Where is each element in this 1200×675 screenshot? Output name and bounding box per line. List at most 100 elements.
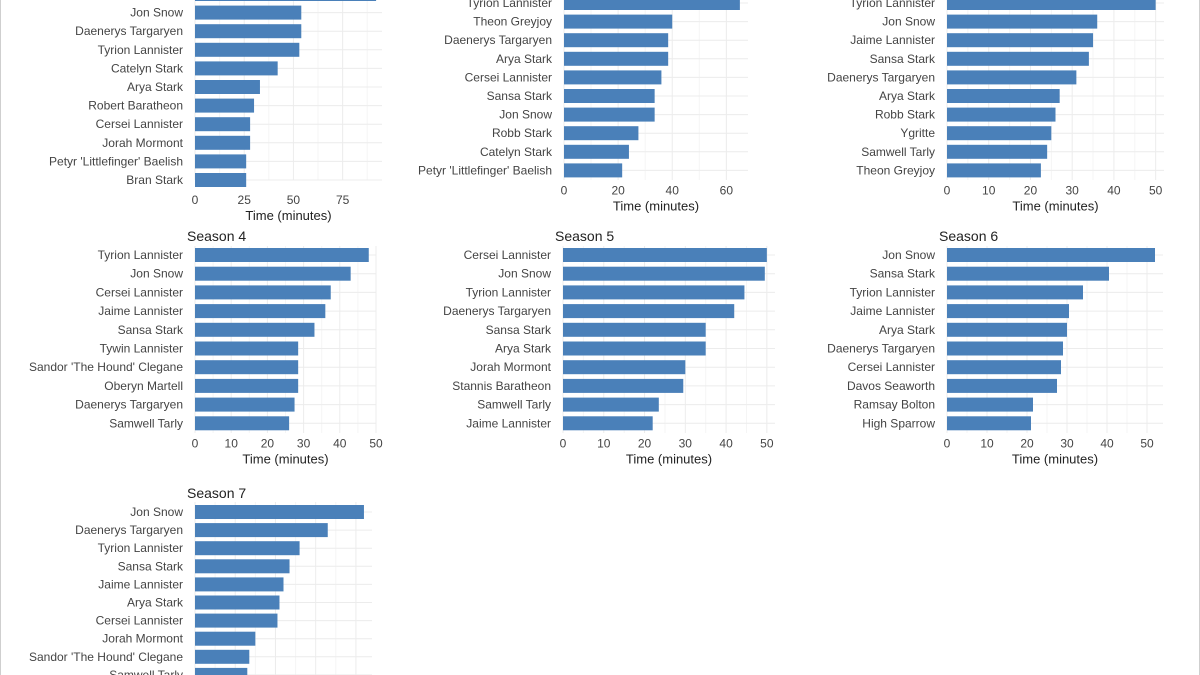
x-tick-label: 30 [1066, 183, 1080, 197]
bar [947, 397, 1033, 412]
bar [564, 0, 740, 10]
bar [947, 360, 1061, 375]
category-label: Arya Stark [127, 80, 184, 94]
x-tick-label: 0 [561, 183, 568, 197]
bar [947, 378, 1057, 393]
bar [947, 70, 1077, 85]
x-tick-label: 10 [225, 436, 239, 450]
bar [564, 144, 629, 159]
bar [195, 322, 315, 337]
bar [195, 649, 250, 664]
category-label: Samwell Tarly [477, 398, 551, 412]
bar [195, 248, 369, 262]
bar [947, 163, 1041, 178]
category-label: Ramsay Bolton [854, 398, 935, 412]
bar [563, 248, 767, 262]
category-label: Sansa Stark [870, 52, 936, 66]
category-label: Catelyn Stark [111, 61, 184, 75]
panel-title: Season 6 [939, 228, 998, 244]
category-label: Cersei Lannister [96, 614, 183, 628]
bar [195, 397, 295, 412]
category-label: Jon Snow [882, 15, 935, 29]
bar [947, 126, 1052, 141]
category-label: Cersei Lannister [96, 285, 183, 299]
category-label: Sandor 'The Hound' Clegane [29, 650, 183, 664]
x-tick-label: 0 [560, 436, 567, 450]
x-tick-label: 50 [369, 436, 383, 450]
panel-2: Tyrion Lannister Theon Greyjoy Daenerys Ta… [418, 0, 748, 213]
bar [195, 577, 284, 592]
category-label: Jaime Lannister [850, 33, 935, 47]
category-label: Theon Greyjoy [473, 15, 552, 29]
bar [947, 248, 1155, 262]
panel-7: Season 7 Jon Snow Daenerys Targaryen Tyrion… [29, 485, 372, 675]
category-label: Samwell Tarly [861, 145, 935, 159]
category-label: Tyrion Lannister [98, 248, 183, 262]
category-label: Samwell Tarly [109, 668, 183, 675]
category-label: Davos Seaworth [847, 379, 935, 393]
bar [195, 5, 302, 20]
bar [563, 266, 765, 281]
x-tick-label: 40 [1107, 183, 1121, 197]
x-tick-label: 10 [597, 436, 611, 450]
category-label: Arya Stark [495, 342, 552, 356]
category-label: Bran Stark [126, 173, 184, 187]
panel-title: Season 7 [187, 485, 246, 501]
bar [195, 595, 280, 610]
x-tick-label: 30 [297, 436, 311, 450]
x-tick-label: 50 [1149, 183, 1163, 197]
bar [563, 304, 735, 319]
category-label: Cersei Lannister [464, 248, 551, 262]
bar [947, 51, 1089, 66]
x-tick-label: 20 [611, 183, 625, 197]
bar [947, 341, 1063, 356]
category-label: Catelyn Stark [480, 145, 553, 159]
x-tick-label: 10 [980, 436, 994, 450]
panel-3: Tyrion Lannister Jon Snow Jaime Lannister S… [827, 0, 1164, 213]
category-label: Sansa Stark [118, 559, 184, 573]
bar [947, 107, 1056, 122]
bar [564, 51, 669, 66]
x-tick-label: 40 [719, 436, 733, 450]
bar [563, 322, 706, 337]
x-tick-label: 60 [720, 183, 734, 197]
bar [563, 416, 653, 431]
category-label: Robb Stark [492, 126, 553, 140]
bar [195, 360, 299, 375]
panel-6: Season 6 Jon Snow Sansa Stark Tyrion Lannis… [827, 228, 1163, 466]
bar [195, 266, 351, 281]
category-label: Jon Snow [130, 267, 183, 281]
bar [195, 613, 278, 628]
bar [195, 505, 364, 519]
x-tick-label: 50 [287, 193, 301, 207]
bar [195, 416, 290, 431]
x-tick-label: 40 [666, 183, 680, 197]
category-label: Jon Snow [882, 248, 935, 262]
category-label: Jaime Lannister [98, 577, 183, 591]
bar [564, 163, 623, 178]
bar [195, 98, 255, 113]
panel-4: Season 4 Tyrion Lannister Jon Snow Cersei L… [29, 228, 383, 466]
category-label: Theon Greyjoy [856, 163, 935, 177]
x-axis-title: Time (minutes) [245, 208, 331, 223]
x-axis-title: Time (minutes) [1012, 451, 1098, 466]
category-label: Tyrion Lannister [98, 43, 183, 57]
category-label: Jaime Lannister [850, 304, 935, 318]
bar [563, 397, 659, 412]
x-tick-label: 20 [1024, 183, 1038, 197]
category-label: Cersei Lannister [465, 70, 552, 84]
bar [947, 14, 1098, 29]
bar [564, 14, 673, 29]
bar [195, 285, 331, 300]
category-label: Ygritte [900, 126, 935, 140]
category-label: Sansa Stark [870, 267, 936, 281]
category-label: Sansa Stark [118, 323, 184, 337]
category-label: Stannis Baratheon [452, 379, 551, 393]
bar [564, 70, 662, 85]
category-label: Sansa Stark [486, 323, 552, 337]
bar [947, 89, 1060, 103]
category-label: Oberyn Martell [104, 379, 183, 393]
panel-5: Season 5 Cersei Lannister Jon Snow Tyrion L… [443, 228, 775, 466]
category-label: Sandor 'The Hound' Clegane [29, 360, 183, 374]
x-axis-title: Time (minutes) [626, 451, 712, 466]
